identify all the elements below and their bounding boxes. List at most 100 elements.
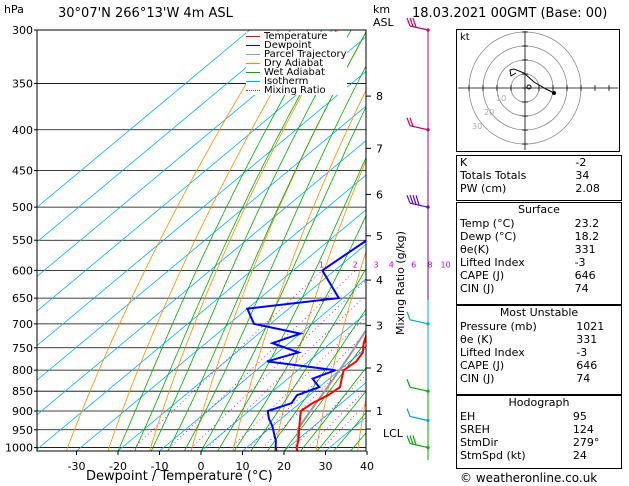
pressure-tick-850: 850 — [12, 385, 33, 398]
most-unstable-box: Most Unstable Pressure (mb) 1021 θe (K) 33… — [456, 305, 622, 395]
surface-row-li: Lifted Index -3 — [460, 256, 586, 269]
legend-mixing-ratio: Mixing Ratio — [246, 86, 347, 96]
barb-400-shaft — [409, 125, 429, 131]
surface-row-theta: θe(K) 331 — [460, 243, 596, 256]
pressure-tick-500: 500 — [12, 201, 33, 214]
mixing-ratio-label-6: 6 — [411, 260, 416, 269]
legend-isotherm: Isotherm — [246, 77, 347, 87]
pressure-tick-300: 300 — [12, 24, 33, 37]
temp-tick--10: -10 — [151, 460, 169, 473]
km-tick-1: 1 — [376, 405, 383, 418]
pressure-tick-700: 700 — [12, 318, 33, 331]
index-row-pw: PW (cm) 2.08 — [460, 182, 600, 195]
wet-adiabat--8 — [167, 31, 366, 451]
dewpoint-profile — [245, 239, 366, 451]
isotherm--10 — [159, 278, 366, 451]
km-tick-8: 8 — [376, 90, 383, 103]
mixing-ratio-label-3: 3 — [373, 260, 378, 269]
pressure-tick-550: 550 — [12, 234, 33, 247]
barb-850-shaft — [409, 386, 429, 392]
pressure-tick-650: 650 — [12, 292, 33, 305]
hodo-ring-label-30: 30 — [472, 122, 482, 131]
temp-tick-30: 30 — [319, 460, 333, 473]
legend-temperature: Temperature — [246, 32, 347, 42]
wet-adiabat-28 — [316, 390, 366, 451]
grid-lines — [37, 30, 366, 451]
isotherm--20 — [117, 243, 366, 451]
barb-500-dot — [426, 205, 430, 209]
hodo-row-dir: StmDir 279° — [460, 436, 600, 449]
surface-title: Surface — [518, 203, 560, 216]
legend: Temperature Dewpoint Parcel Trajectory D… — [246, 32, 347, 96]
index-row-tt: Totals Totals 34 — [460, 169, 590, 182]
wet-adiabat-24 — [300, 367, 366, 451]
barb-400-feather-0 — [406, 117, 411, 126]
isotherm--70 — [37, 70, 366, 347]
barb-700-shaft — [409, 319, 429, 325]
dry-adiabat-250 — [107, 30, 309, 451]
barb-700-feather-0 — [406, 311, 411, 321]
wet-adiabat--4 — [184, 65, 366, 451]
wet-adiabat-4 — [217, 156, 366, 451]
most-unstable-title: Most Unstable — [499, 306, 579, 319]
wind-barbs — [406, 17, 430, 460]
asl-label: ASL — [373, 16, 394, 29]
hodo-row-sreh: SREH 124 — [460, 423, 594, 436]
barb-925-shaft — [409, 415, 429, 422]
mu-row-cape: CAPE (J) 646 — [460, 359, 598, 372]
mixing-ratio-line-6 — [227, 316, 366, 451]
barb-1000-shaft — [409, 442, 429, 449]
legend-parcel: Parcel Trajectory — [246, 50, 347, 60]
dry-adiabat-310 — [357, 396, 366, 451]
legend-wet-adiabat: Wet Adiabat — [246, 68, 347, 78]
pressure-tick-950: 950 — [12, 424, 33, 437]
pressure-tick-750: 750 — [12, 342, 33, 355]
isotherm--60 — [37, 105, 366, 381]
hodograph-storm-marker — [526, 84, 532, 90]
km-tick-3: 3 — [376, 319, 383, 332]
temperature-profile — [295, 332, 366, 451]
barb-300-shaft — [409, 25, 429, 31]
axes: 1234681016202530035040045050055060065070… — [5, 24, 507, 473]
temp-tick--30: -30 — [68, 460, 86, 473]
temp-tick-20: 20 — [277, 460, 291, 473]
legend-dewpoint: Dewpoint — [246, 41, 347, 51]
hodo-row-eh: EH 95 — [460, 410, 587, 423]
hodo-ring-label-10: 10 — [496, 94, 506, 103]
hodograph-chart: 10 20 30 kt — [456, 29, 620, 152]
barb-500-feather-1 — [409, 194, 414, 204]
mu-row-cin: CIN (J) 74 — [460, 372, 591, 385]
barb-300-feather-0 — [406, 17, 411, 27]
mixing-ratio-label-8: 8 — [427, 260, 432, 269]
lcl-label: LCL — [383, 427, 403, 440]
isotherm--110 — [37, 30, 250, 208]
indices-box: K -2 Totals Totals 34 PW (cm) 2.08 — [456, 155, 622, 201]
isotherm--90 — [37, 30, 333, 277]
pressure-tick-400: 400 — [12, 124, 33, 137]
isotherm-10 — [242, 347, 366, 451]
pressure-tick-450: 450 — [12, 165, 33, 178]
mixing-ratio-line-4 — [203, 294, 366, 451]
datetime-title: 18.03.2021 00GMT (Base: 00) — [412, 6, 608, 21]
isotherm--80 — [37, 36, 366, 312]
wet-adiabat-20 — [283, 340, 366, 451]
profiles — [245, 239, 366, 451]
hodograph-trace — [509, 68, 555, 94]
legend-dry-adiabat: Dry Adiabat — [246, 59, 347, 69]
temp-tick-0: 0 — [198, 460, 205, 473]
barb-500-feather-2 — [412, 194, 417, 205]
barb-400-dot — [426, 128, 430, 132]
barb-300-dot — [426, 28, 430, 32]
location-title: 30°07'N 266°13'W 4m ASL — [58, 6, 233, 21]
pressure-tick-800: 800 — [12, 364, 33, 377]
pressure-tick-1000: 1000 — [5, 442, 33, 455]
mu-row-theta: θe (K) 331 — [460, 333, 598, 346]
index-row-k: K -2 — [460, 156, 587, 169]
mixing-ratio-axis-title: Mixing Ratio (g/kg) — [394, 231, 407, 335]
barb-925-dot — [426, 418, 430, 423]
km-tick-5: 5 — [376, 230, 383, 243]
surface-row-temp: Temp (°C) 23.2 — [460, 217, 600, 230]
copyright-footer: © weatheronline.co.uk — [460, 471, 598, 485]
km-tick-6: 6 — [376, 188, 383, 201]
